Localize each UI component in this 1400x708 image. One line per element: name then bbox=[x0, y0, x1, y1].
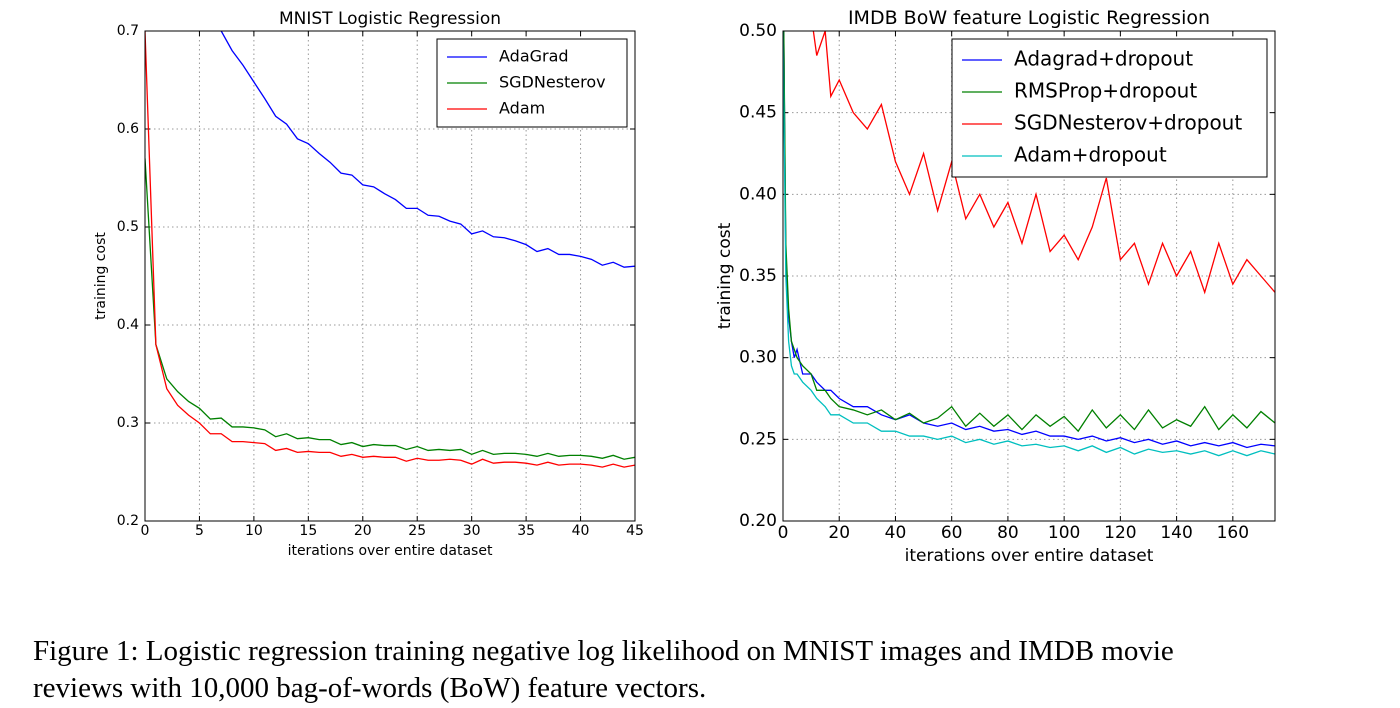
y-tick-label: 0.4 bbox=[117, 317, 139, 333]
x-axis-label: iterations over entire dataset bbox=[288, 543, 493, 559]
plot-frame bbox=[144, 30, 636, 522]
y-tick-label: 0.6 bbox=[117, 121, 139, 137]
x-tick-label: 120 bbox=[1104, 523, 1136, 543]
y-tick-label: 0.25 bbox=[739, 429, 777, 449]
legend-label: RMSProp+dropout bbox=[1014, 79, 1197, 103]
y-tick-label: 0.2 bbox=[117, 513, 139, 529]
legend-box bbox=[951, 38, 1268, 178]
x-tick-label: 140 bbox=[1160, 523, 1192, 543]
plot-frame bbox=[782, 30, 1276, 522]
x-tick-label: 10 bbox=[245, 523, 263, 539]
y-tick-label: 0.30 bbox=[739, 348, 777, 368]
series-line bbox=[220, 31, 635, 268]
legend-label: AdaGrad bbox=[499, 47, 569, 66]
y-tick-label: 0.7 bbox=[117, 23, 139, 39]
x-tick-label: 15 bbox=[299, 523, 317, 539]
y-tick-label: 0.20 bbox=[739, 511, 777, 531]
legend-label: Adam+dropout bbox=[1014, 143, 1167, 167]
x-tick-label: 60 bbox=[941, 523, 963, 543]
legend-label: Adagrad+dropout bbox=[1014, 47, 1193, 71]
x-tick-label: 20 bbox=[828, 523, 850, 543]
legend-label: SGDNesterov+dropout bbox=[1014, 111, 1242, 135]
y-tick-label: 0.40 bbox=[739, 184, 777, 204]
x-tick-label: 45 bbox=[626, 523, 644, 539]
caption-line: Figure 1: Logistic regression training n… bbox=[33, 635, 1174, 667]
chart: 0.20 0.25 0.30 0.35 0.40 0.45 0.50 0 20 40 60 80 100… bbox=[715, 7, 1276, 566]
x-tick-label: 5 bbox=[195, 523, 204, 539]
y-tick-label: 0.45 bbox=[739, 103, 777, 123]
y-tick-label: 0.3 bbox=[117, 415, 139, 431]
x-tick-label: 35 bbox=[517, 523, 535, 539]
y-tick-label: 0.35 bbox=[739, 266, 777, 286]
chart-title: IMDB BoW feature Logistic Regression bbox=[848, 7, 1210, 29]
x-tick-label: 100 bbox=[1048, 523, 1080, 543]
y-tick-label: 0.5 bbox=[117, 219, 139, 235]
chart: 0.2 0.3 0.4 0.5 0.6 0.7 0 5 10 15 20 25 30 35 40 45 MNIS… bbox=[93, 9, 644, 559]
x-tick-label: 25 bbox=[408, 523, 426, 539]
x-tick-label: 80 bbox=[997, 523, 1019, 543]
legend-label: Adam bbox=[499, 99, 545, 118]
x-tick-label: 40 bbox=[572, 523, 590, 539]
y-axis-label: training cost bbox=[93, 232, 109, 320]
caption-line: reviews with 10,000 bag-of-words (BoW) f… bbox=[33, 672, 706, 704]
legend-label: SGDNesterov bbox=[499, 73, 606, 92]
series-line bbox=[145, 158, 635, 460]
series-line bbox=[812, 31, 1275, 295]
y-axis-label: training cost bbox=[715, 222, 735, 329]
x-tick-label: 160 bbox=[1217, 523, 1249, 543]
series-line bbox=[783, 31, 1275, 457]
x-tick-label: 30 bbox=[463, 523, 481, 539]
y-tick-label: 0.50 bbox=[739, 21, 777, 41]
x-axis-label: iterations over entire dataset bbox=[905, 546, 1154, 566]
x-tick-label: 40 bbox=[885, 523, 907, 543]
series-line bbox=[145, 31, 635, 468]
chart-title: MNIST Logistic Regression bbox=[279, 9, 501, 29]
x-tick-label: 0 bbox=[778, 523, 789, 543]
series-line bbox=[783, 31, 1275, 433]
x-tick-label: 0 bbox=[141, 523, 150, 539]
x-tick-label: 20 bbox=[354, 523, 372, 539]
